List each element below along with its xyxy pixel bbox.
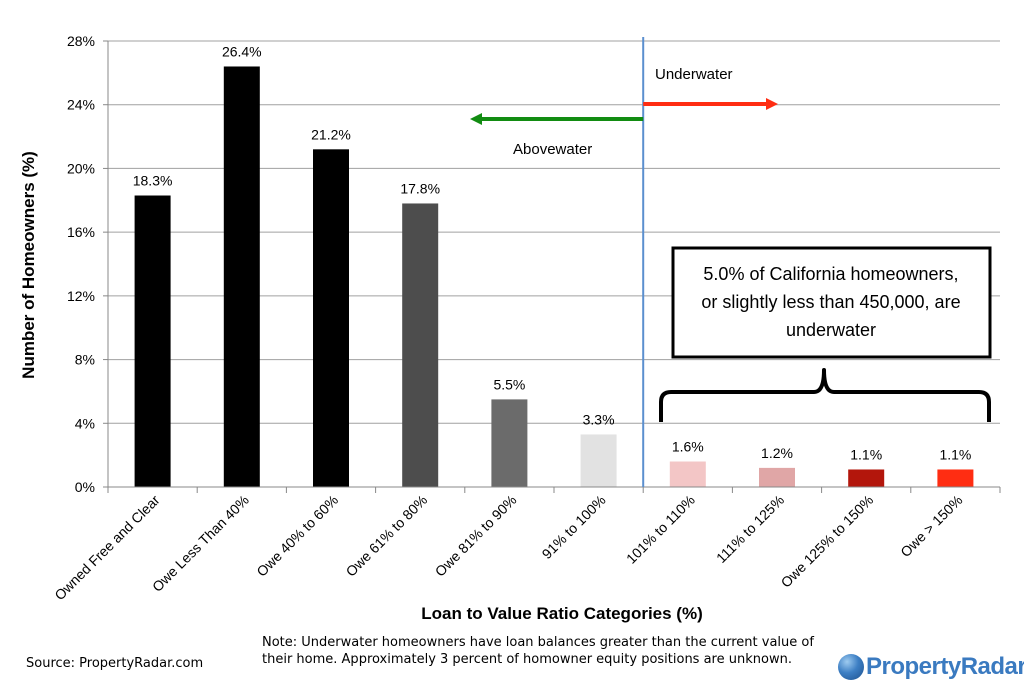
y-tick-label: 4% <box>75 415 95 431</box>
x-tick-label: Owe 61% to 80% <box>343 492 431 580</box>
y-tick-label: 8% <box>75 352 95 368</box>
x-tick-label: Owe 125% to 150% <box>778 492 877 591</box>
bar <box>313 149 349 488</box>
x-tick-label: 91% to 100% <box>539 492 609 562</box>
bar <box>580 434 617 487</box>
x-tick-label: 101% to 110% <box>623 492 698 567</box>
bar <box>848 469 885 487</box>
y-tick-label: 28% <box>67 33 95 49</box>
source-credit: Source: PropertyRadar.com <box>26 656 204 671</box>
x-axis-label: Loan to Value Ratio Categories (%) <box>421 604 703 623</box>
abovewater-label: Abovewater <box>513 141 592 158</box>
bar <box>669 461 706 487</box>
logo-text: PropertyRadar <box>866 653 1024 680</box>
y-axis-label: Number of Homeowners (%) <box>19 151 38 379</box>
bar-value-label: 21.2% <box>311 126 351 142</box>
x-tick-label: Owe 40% to 60% <box>253 492 341 580</box>
callout-text-line: underwater <box>786 320 876 340</box>
callout-box <box>671 246 992 359</box>
underwater-arrow-head <box>766 98 778 110</box>
callout-text-line: or slightly less than 450,000, are <box>701 292 960 312</box>
bar-value-label: 5.5% <box>493 376 525 392</box>
bar-value-label: 1.1% <box>850 446 882 462</box>
x-tick-label: Owe 81% to 90% <box>432 492 520 580</box>
y-tick-label: 16% <box>67 224 95 240</box>
y-tick-label: 20% <box>67 160 95 176</box>
abovewater-arrow-head <box>470 113 482 125</box>
underwater-group-brace <box>659 368 991 422</box>
y-tick-label: 24% <box>67 97 95 113</box>
x-tick-label: Owned Free and Clear <box>51 492 163 604</box>
x-tick-label: 111% to 125% <box>713 492 787 566</box>
callout-text-line: 5.0% of California homeowners, <box>703 264 958 284</box>
bar-value-label: 17.8% <box>400 180 440 196</box>
globe-icon <box>838 654 864 680</box>
bar-value-label: 1.1% <box>939 446 971 462</box>
underwater-label: Underwater <box>655 66 733 83</box>
bar-value-label: 1.2% <box>761 445 793 461</box>
bar-value-label: 18.3% <box>133 173 173 189</box>
propertyradar-logo: PropertyRadar <box>838 650 1024 684</box>
bar <box>491 399 528 487</box>
bar <box>223 66 260 487</box>
y-tick-label: 0% <box>75 479 95 495</box>
bar <box>134 195 171 487</box>
bar <box>937 469 974 487</box>
bar <box>759 467 795 487</box>
y-tick-label: 12% <box>67 288 95 304</box>
x-tick-label: Owe > 150% <box>897 492 965 560</box>
x-tick-label: Owe Less Than 40% <box>149 492 252 595</box>
bar <box>402 203 439 487</box>
footnote: Note: Underwater homeowners have loan ba… <box>262 635 814 667</box>
bar-value-label: 1.6% <box>672 439 704 455</box>
bar-value-label: 3.3% <box>583 411 615 427</box>
bar-value-label: 26.4% <box>222 43 262 59</box>
